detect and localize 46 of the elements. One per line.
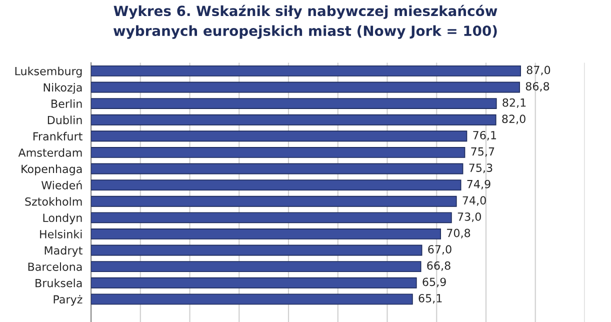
data-label: 74,9 [467, 180, 490, 190]
y-tick-label: Luksemburg [15, 66, 82, 78]
data-label: 87,0 [526, 66, 550, 76]
data-label: 75,7 [471, 147, 494, 157]
y-tick-label: Wiedeń [41, 180, 82, 190]
data-label: 82,1 [502, 98, 526, 108]
data-label: 65,1 [418, 294, 442, 304]
bar [91, 212, 452, 224]
y-tick-label: Bruksela [36, 278, 82, 288]
y-tick-label: Helsinki [40, 230, 82, 238]
y-tick-label: Londyn [43, 213, 82, 224]
data-label: 73,0 [458, 212, 481, 222]
data-label: 86,8 [526, 82, 550, 92]
data-label: 66,8 [427, 261, 450, 271]
y-tick-label: Paryż [54, 294, 82, 306]
y-tick-label: Barcelona [28, 262, 82, 271]
bar [91, 277, 417, 288]
chart-title: Wykres 6. Wskaźnik siły nabywczej mieszkańców wybranych europejskich miast (Nowy Jork = 100) [113, 4, 498, 39]
data-label: 70,8 [447, 228, 470, 238]
bar [91, 244, 422, 256]
y-tick-label: Madryt [44, 246, 82, 257]
y-tick-label: Sztokholm [25, 197, 82, 206]
bar [91, 146, 466, 158]
bar [91, 163, 464, 174]
y-tick-label: Berlin [52, 99, 82, 108]
y-tick-label: Kopenhaga [22, 164, 82, 176]
data-label: 76,1 [473, 130, 496, 141]
bar [91, 196, 457, 207]
bar [91, 82, 520, 93]
bar [91, 114, 496, 126]
bar [91, 130, 468, 142]
y-tick-label: Dublin [48, 116, 82, 124]
bar [91, 180, 462, 191]
bar [91, 294, 413, 305]
bar [91, 261, 422, 272]
data-label: 65,9 [422, 278, 446, 288]
y-tick-label: Frankfurt [33, 132, 82, 141]
data-label: 74,0 [462, 196, 486, 206]
data-label: 67,0 [428, 245, 452, 255]
bar [91, 228, 441, 240]
bar [91, 98, 497, 110]
y-tick-label: Nikozja [44, 83, 82, 94]
y-tick-label: Amsterdam [18, 148, 82, 157]
data-label: 82,0 [502, 114, 526, 124]
data-label: 75,3 [469, 164, 492, 174]
bar [91, 65, 521, 76]
